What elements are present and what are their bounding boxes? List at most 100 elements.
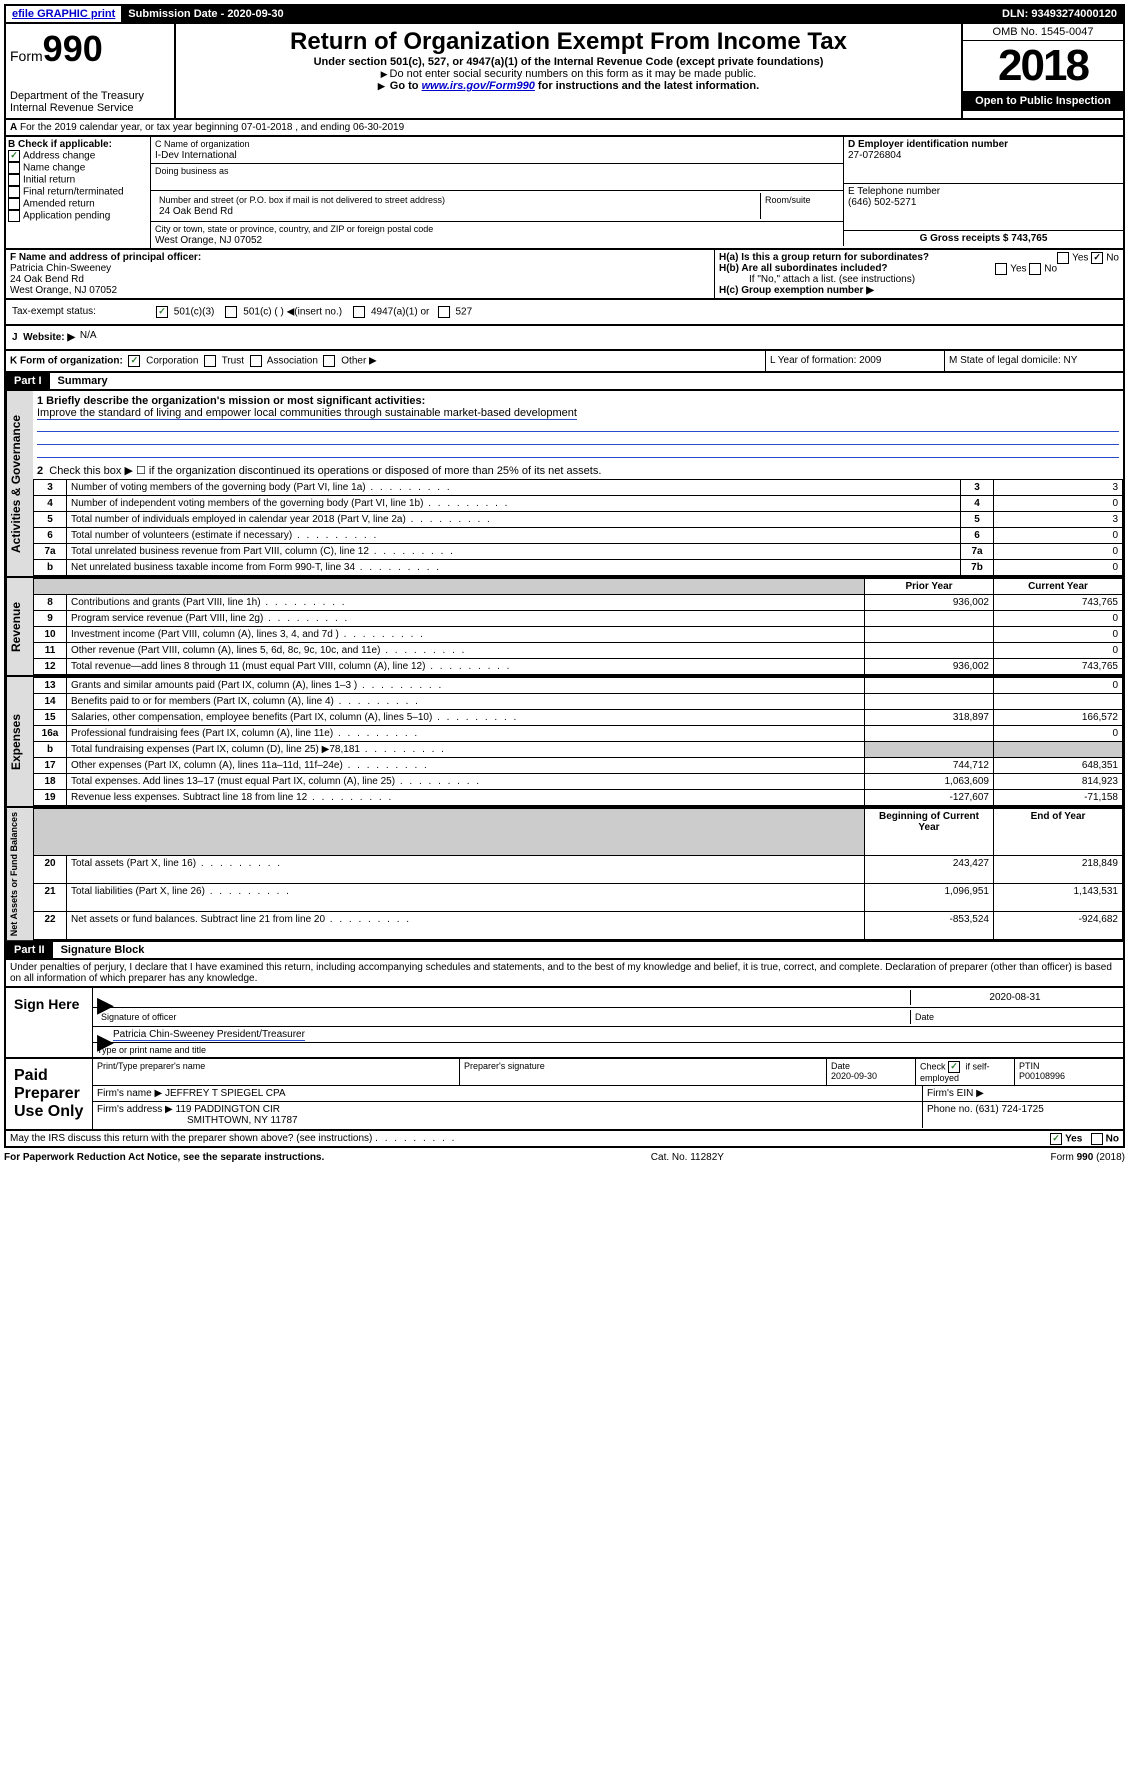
checkbox-501c[interactable] — [225, 306, 237, 318]
current-value — [994, 694, 1123, 710]
checkbox-501c3[interactable] — [156, 306, 168, 318]
prior-value: 318,897 — [865, 710, 994, 726]
website-value: N/A — [80, 330, 97, 345]
line-value: 3 — [994, 512, 1123, 528]
prior-value: 936,002 — [865, 659, 994, 675]
box-defg: D Employer identification number 27-0726… — [843, 137, 1123, 248]
sign-here-block: Sign Here ▶ 2020-08-31 Signature of offi… — [4, 988, 1125, 1059]
checkbox-app-pending[interactable] — [8, 210, 20, 222]
checkbox-hb-no[interactable] — [1029, 263, 1041, 275]
org-name: I-Dev International — [155, 150, 237, 161]
line-text: Net assets or fund balances. Subtract li… — [67, 912, 865, 940]
checkbox-ha-yes[interactable] — [1057, 252, 1069, 264]
ptin: P00108996 — [1019, 1071, 1065, 1081]
line-text: Total liabilities (Part X, line 26) — [67, 884, 865, 912]
checkbox-assoc[interactable] — [250, 355, 262, 367]
line-text: Other expenses (Part IX, column (A), lin… — [67, 758, 865, 774]
expenses-table: 13 Grants and similar amounts paid (Part… — [33, 677, 1123, 806]
checkbox-amended[interactable] — [8, 198, 20, 210]
line-text: Other revenue (Part VIII, column (A), li… — [67, 643, 865, 659]
line-num: 5 — [34, 512, 67, 528]
line1: 1 Briefly describe the organization's mi… — [33, 391, 1123, 462]
irs-link[interactable]: www.irs.gov/Form990 — [422, 80, 535, 92]
current-value: 743,765 — [994, 659, 1123, 675]
prep-date: 2020-09-30 — [831, 1071, 877, 1081]
checkbox-discuss-no[interactable] — [1091, 1133, 1103, 1145]
line-text: Program service revenue (Part VIII, line… — [67, 611, 865, 627]
side-governance: Activities & Governance — [6, 391, 33, 576]
open-public: Open to Public Inspection — [963, 91, 1123, 111]
line-num: 15 — [34, 710, 67, 726]
dln: DLN: 93493274000120 — [996, 6, 1123, 22]
submission-date: Submission Date - 2020-09-30 — [122, 6, 290, 22]
line-num: 22 — [34, 912, 67, 940]
checkbox-address-change[interactable] — [8, 150, 20, 162]
box-c: C Name of organization I-Dev Internation… — [151, 137, 843, 248]
prior-value — [865, 627, 994, 643]
line-text: Net unrelated business taxable income fr… — [67, 560, 961, 576]
line-num: 20 — [34, 856, 67, 884]
form-note2: Go to www.irs.gov/Form990 for instructio… — [180, 80, 957, 92]
prior-value: 936,002 — [865, 595, 994, 611]
firm-addr: 119 PADDINGTON CIR — [176, 1104, 280, 1115]
box-h: H(a) Is this a group return for subordin… — [715, 250, 1123, 298]
line-value: 0 — [994, 544, 1123, 560]
paid-preparer-block: Paid Preparer Use Only Print/Type prepar… — [4, 1059, 1125, 1131]
checkbox-final-return[interactable] — [8, 186, 20, 198]
current-value: -924,682 — [994, 912, 1123, 940]
checkbox-name-change[interactable] — [8, 162, 20, 174]
line-num: 12 — [34, 659, 67, 675]
checkbox-4947[interactable] — [353, 306, 365, 318]
line-num: 7a — [34, 544, 67, 560]
form-header: Form990 Department of the Treasury Inter… — [4, 24, 1125, 120]
box-l: L Year of formation: 2009 — [765, 351, 944, 371]
discuss-row: May the IRS discuss this return with the… — [4, 1131, 1125, 1148]
line-num: 14 — [34, 694, 67, 710]
line-num: 17 — [34, 758, 67, 774]
form-note1: Do not enter social security numbers on … — [180, 68, 957, 80]
line-text: Total assets (Part X, line 16) — [67, 856, 865, 884]
checkbox-527[interactable] — [438, 306, 450, 318]
prior-value — [865, 678, 994, 694]
checkbox-corp[interactable] — [128, 355, 140, 367]
checkbox-ha-no[interactable] — [1091, 252, 1103, 264]
line-num: 4 — [34, 496, 67, 512]
governance-table: 3 Number of voting members of the govern… — [33, 479, 1123, 576]
current-value: 0 — [994, 726, 1123, 742]
line-num: 19 — [34, 790, 67, 806]
line-text: Total number of volunteers (estimate if … — [67, 528, 961, 544]
prior-value — [865, 694, 994, 710]
checkbox-self-employed[interactable] — [948, 1061, 960, 1073]
tax-year: 2018 — [963, 41, 1123, 91]
line-box: 7b — [961, 560, 994, 576]
telephone: (646) 502-5271 — [848, 197, 916, 208]
line-box: 4 — [961, 496, 994, 512]
prior-value: 1,063,609 — [865, 774, 994, 790]
ein: 27-0726804 — [848, 150, 901, 161]
current-value: 0 — [994, 643, 1123, 659]
prior-value: -853,524 — [865, 912, 994, 940]
row-a-tax-year: A For the 2019 calendar year, or tax yea… — [4, 120, 1125, 137]
prior-value — [865, 611, 994, 627]
top-bar: efile GRAPHIC print Submission Date - 20… — [4, 4, 1125, 24]
current-value: 743,765 — [994, 595, 1123, 611]
dept-treasury: Department of the Treasury — [10, 90, 170, 102]
efile-link[interactable]: efile GRAPHIC print — [6, 6, 122, 22]
line-text: Grants and similar amounts paid (Part IX… — [67, 678, 865, 694]
firm-phone: Phone no. (631) 724-1725 — [923, 1102, 1123, 1128]
line-num: 8 — [34, 595, 67, 611]
netassets-table: Beginning of Current YearEnd of Year 20 … — [33, 808, 1123, 940]
checkbox-hb-yes[interactable] — [995, 263, 1007, 275]
checkbox-initial-return[interactable] — [8, 174, 20, 186]
checkbox-discuss-yes[interactable] — [1050, 1133, 1062, 1145]
checkbox-trust[interactable] — [204, 355, 216, 367]
box-f: F Name and address of principal officer:… — [6, 250, 715, 298]
tax-status-opts: 501(c)(3) 501(c) ( ) ◀(insert no.) 4947(… — [154, 304, 1119, 320]
revenue-table: Prior YearCurrent Year 8 Contributions a… — [33, 578, 1123, 675]
line-value: 0 — [994, 496, 1123, 512]
org-city: West Orange, NJ 07052 — [155, 235, 262, 246]
website-label: J Website: ▶ — [10, 330, 77, 345]
checkbox-other[interactable] — [323, 355, 335, 367]
part-ii-label: Part II — [6, 942, 53, 958]
line-num: 18 — [34, 774, 67, 790]
